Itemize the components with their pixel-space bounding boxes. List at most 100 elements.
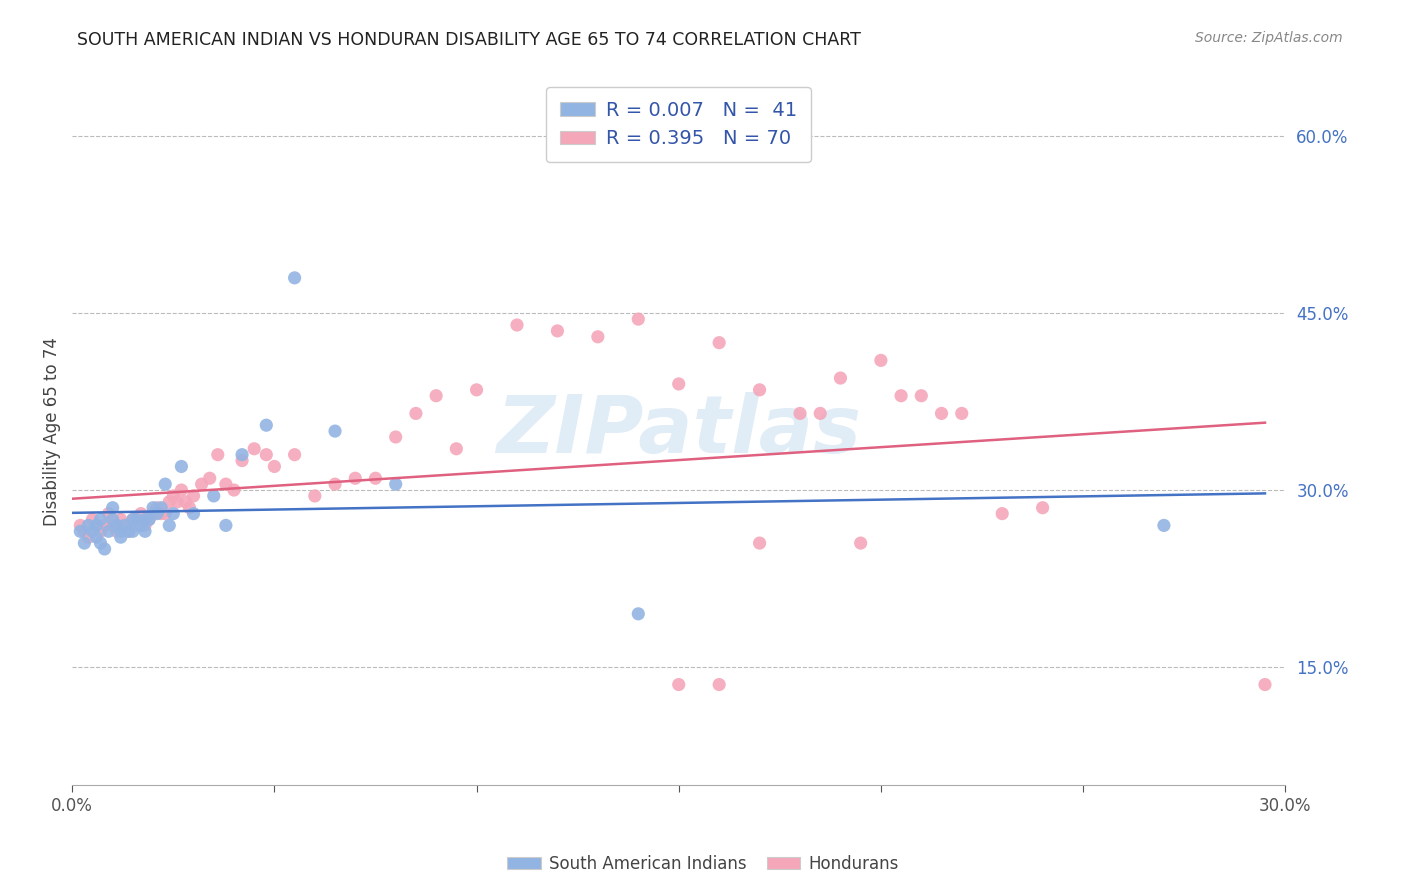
Text: SOUTH AMERICAN INDIAN VS HONDURAN DISABILITY AGE 65 TO 74 CORRELATION CHART: SOUTH AMERICAN INDIAN VS HONDURAN DISABI… (77, 31, 862, 49)
Point (304, 489, 326, 503)
Point (157, 495, 180, 509)
Point (118, 524, 141, 539)
Point (146, 500, 169, 515)
Point (425, 389, 447, 403)
Point (179, 500, 201, 515)
Point (870, 353, 893, 368)
Point (446, 442, 468, 456)
Point (384, 430, 406, 444)
Point (748, 383, 770, 397)
Point (202, 489, 225, 503)
Point (243, 442, 266, 456)
Legend: R = 0.007   N =  41, R = 0.395   N = 70: R = 0.007 N = 41, R = 0.395 N = 70 (546, 87, 811, 162)
Point (93, 518, 115, 533)
Point (90, 512, 112, 526)
Point (97, 524, 120, 539)
Point (207, 448, 229, 462)
Point (97, 507, 120, 521)
Point (830, 371, 852, 385)
Point (101, 518, 124, 533)
Point (748, 536, 770, 550)
Point (190, 477, 212, 491)
Point (90, 524, 112, 539)
Point (627, 312, 650, 326)
Point (90, 536, 112, 550)
Point (668, 677, 690, 691)
Point (323, 477, 346, 491)
Point (77, 518, 100, 533)
Point (384, 477, 406, 491)
Point (150, 507, 173, 521)
Point (789, 406, 811, 420)
Y-axis label: Disability Age 65 to 74: Disability Age 65 to 74 (44, 336, 60, 525)
Point (134, 512, 156, 526)
Point (263, 459, 285, 474)
Point (129, 518, 152, 533)
Point (627, 607, 650, 621)
Point (114, 518, 136, 533)
Point (129, 507, 152, 521)
Point (82, 512, 104, 526)
Point (142, 500, 165, 515)
Point (222, 483, 245, 497)
Point (586, 330, 609, 344)
Point (890, 389, 912, 403)
Point (808, 406, 831, 420)
Point (114, 518, 136, 533)
Point (231, 453, 253, 467)
Point (344, 471, 367, 485)
Point (73, 524, 96, 539)
Point (170, 483, 193, 497)
Point (162, 489, 184, 503)
Point (86, 518, 108, 533)
Point (707, 677, 730, 691)
Point (69, 524, 91, 539)
Point (110, 512, 132, 526)
Point (125, 512, 148, 526)
Point (506, 318, 529, 332)
Point (323, 424, 346, 438)
Point (254, 418, 277, 433)
Text: ZIPatlas: ZIPatlas (496, 392, 862, 470)
Point (86, 530, 108, 544)
Point (138, 512, 160, 526)
Point (1032, 500, 1054, 515)
Point (110, 524, 132, 539)
Point (157, 518, 180, 533)
Point (146, 507, 169, 521)
Point (101, 512, 124, 526)
Point (174, 495, 197, 509)
Point (284, 270, 307, 285)
Point (215, 518, 238, 533)
Point (86, 518, 108, 533)
Point (364, 471, 387, 485)
Point (118, 524, 141, 539)
Point (122, 512, 145, 526)
Point (546, 324, 568, 338)
Point (215, 477, 238, 491)
Point (183, 507, 205, 521)
Point (198, 471, 221, 485)
Point (134, 518, 156, 533)
Point (991, 507, 1014, 521)
Point (125, 518, 148, 533)
Point (155, 507, 177, 521)
Point (82, 524, 104, 539)
Point (707, 335, 730, 350)
Point (73, 536, 96, 550)
Point (254, 448, 277, 462)
Point (101, 500, 124, 515)
Point (69, 518, 91, 533)
Text: Source: ZipAtlas.com: Source: ZipAtlas.com (1195, 31, 1343, 45)
Point (134, 524, 156, 539)
Point (231, 448, 253, 462)
Point (849, 536, 872, 550)
Point (170, 459, 193, 474)
Point (931, 406, 953, 420)
Point (668, 376, 690, 391)
Point (1153, 518, 1175, 533)
Point (122, 512, 145, 526)
Point (284, 448, 307, 462)
Point (183, 489, 205, 503)
Point (150, 500, 173, 515)
